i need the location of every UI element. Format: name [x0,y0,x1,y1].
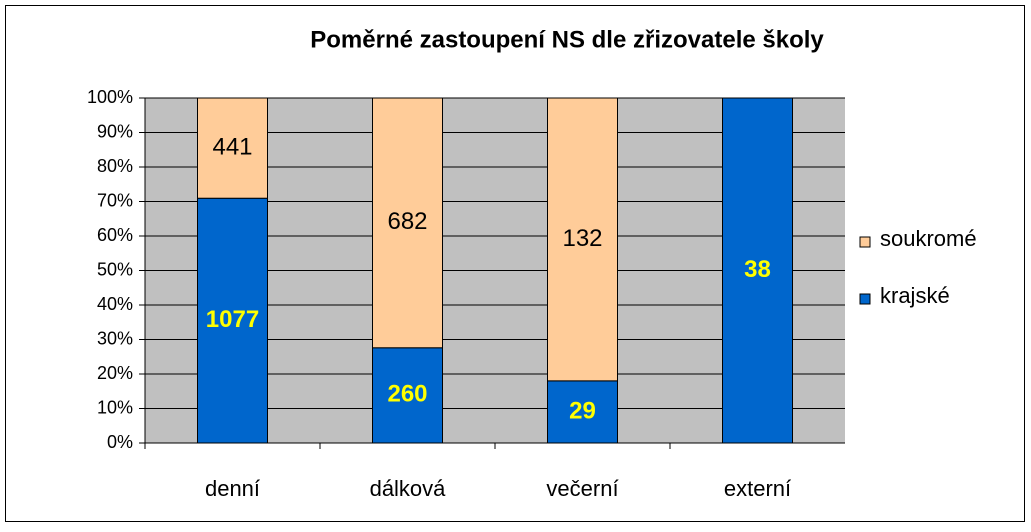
data-label: 682 [387,208,427,235]
bar-segment [722,97,793,444]
y-tick-label: 10% [97,397,133,417]
legend-swatch [859,293,871,305]
x-tick-label: denní [205,476,260,501]
data-label: 1077 [206,306,259,333]
y-tick-label: 50% [97,259,133,279]
data-label: 38 [744,256,771,283]
x-tick-label: večerní [546,476,618,501]
chart-title: Poměrné zastoupení NS dle zřizovatele šk… [310,26,824,53]
bar-segment [547,380,618,444]
bar-segment [197,197,268,444]
bar-segment [547,97,618,382]
x-tick-label: dálková [370,476,447,501]
y-tick-label: 90% [97,121,133,141]
bar-segment [197,97,268,199]
x-tick-label: externí [724,476,791,501]
y-tick-label: 0% [107,432,133,452]
y-tick-label: 80% [97,156,133,176]
legend-swatch [859,236,871,248]
bar-segment [372,97,443,349]
y-tick-label: 30% [97,328,133,348]
data-label: 132 [562,225,602,252]
legend-label: krajské [880,283,950,308]
y-tick-label: 40% [97,294,133,314]
y-tick-label: 70% [97,190,133,210]
legend-label: soukromé [880,226,977,251]
y-tick-label: 100% [87,87,133,107]
data-label: 29 [569,397,596,424]
y-tick-label: 60% [97,225,133,245]
data-label: 260 [387,381,427,408]
y-tick-label: 20% [97,363,133,383]
data-label: 441 [212,133,252,160]
